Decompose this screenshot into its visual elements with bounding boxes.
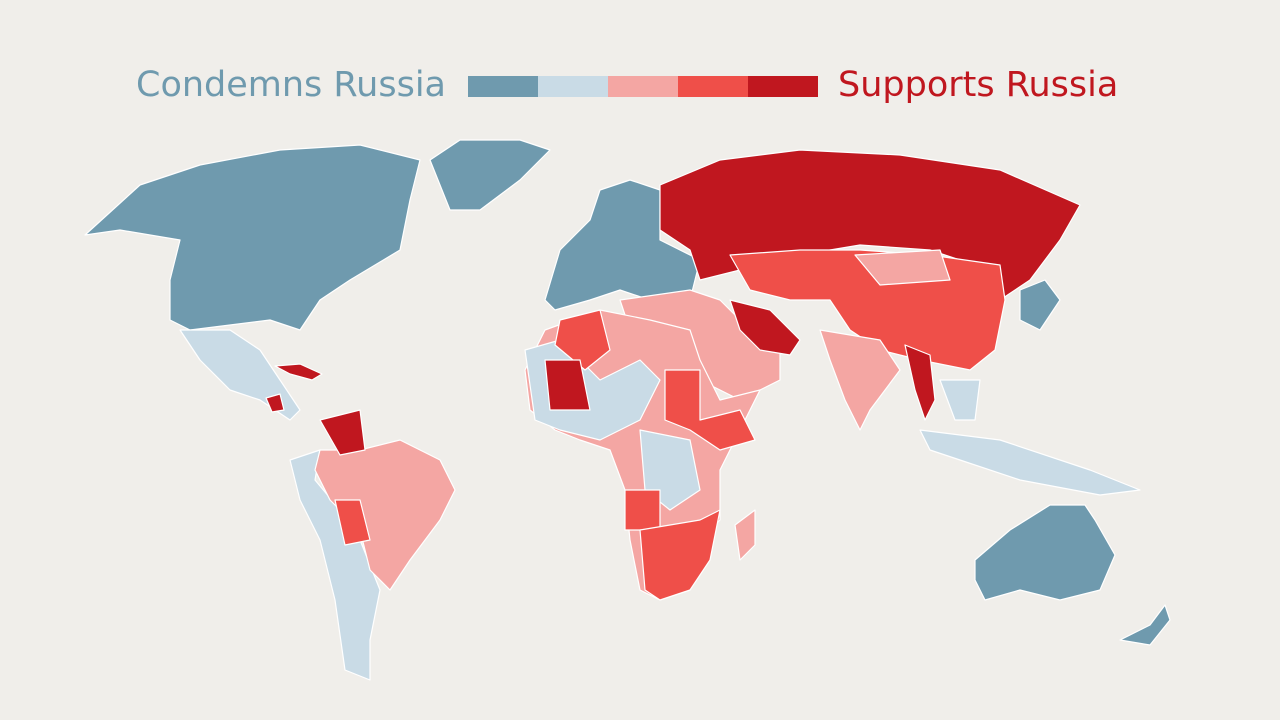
bolivia: [334, 499, 371, 546]
countries: [84, 139, 1171, 681]
angola: [624, 489, 661, 531]
myanmar: [904, 344, 936, 421]
cuba: [274, 363, 323, 381]
indonesia: [919, 429, 1141, 496]
iran: [729, 299, 801, 356]
north-america: [84, 144, 421, 331]
legend-swatch: [608, 76, 678, 97]
madagascar: [734, 509, 756, 561]
mali: [544, 359, 591, 411]
indochina: [939, 379, 981, 421]
india: [819, 329, 901, 431]
legend-swatch: [748, 76, 818, 97]
australia: [974, 504, 1116, 601]
venezuela: [319, 409, 366, 456]
legend-swatch: [678, 76, 748, 97]
legend-swatch: [538, 76, 608, 97]
nicaragua: [265, 393, 285, 413]
new-zealand: [1119, 604, 1171, 646]
legend-left-label: Condemns Russia: [136, 65, 446, 105]
sudan-ethiopia: [664, 369, 756, 451]
legend-swatch: [468, 76, 538, 97]
southern-africa: [639, 509, 721, 601]
legend-right-label: Supports Russia: [838, 65, 1118, 105]
japan: [1019, 279, 1061, 331]
brazil: [314, 439, 456, 591]
south-america-west: [289, 449, 381, 681]
mongolia: [854, 249, 951, 286]
algeria: [554, 309, 611, 371]
legend-bar: [468, 76, 818, 97]
europe: [544, 179, 701, 311]
greenland: [429, 139, 551, 211]
